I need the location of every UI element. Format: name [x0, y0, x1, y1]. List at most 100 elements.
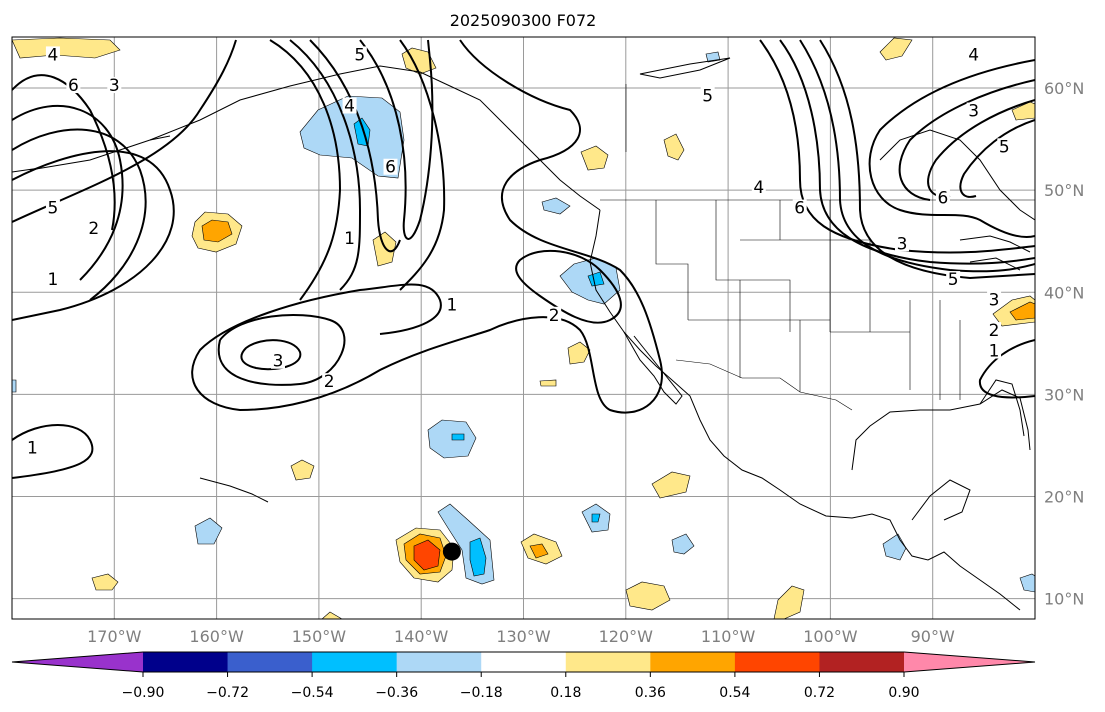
positive-anomaly-patch: [12, 37, 121, 59]
contour-label-bg: [547, 306, 562, 323]
contour-label-bg: [935, 189, 950, 206]
negative-anomaly-patch: [12, 379, 17, 393]
contour-label-bg: [792, 199, 807, 216]
anomaly-shading: [12, 37, 1035, 619]
positive-anomaly-patch: [201, 219, 233, 243]
contour-label: 5: [999, 137, 1010, 157]
lat-tick-label: 10°N: [1044, 590, 1084, 609]
lon-tick-label: 170°W: [87, 627, 142, 646]
hudson-bay: [879, 129, 1035, 221]
colorbar-tick-label: 0.90: [888, 685, 919, 701]
contour-label: 6: [938, 188, 949, 208]
us-state-lines: [655, 200, 961, 400]
lon-tick-label: 100°W: [803, 627, 858, 646]
storm-center-marker: [442, 542, 461, 561]
contour-label-bg: [352, 46, 367, 63]
contour-label: 4: [48, 45, 59, 65]
contour-label: 6: [794, 199, 805, 219]
contour-label-bg: [987, 322, 1002, 339]
contour-line: [12, 150, 175, 321]
lat-tick-label: 60°N: [1044, 79, 1084, 98]
colorbar-tick-label: −0.36: [375, 685, 418, 701]
lon-tick-label: 140°W: [394, 627, 449, 646]
contour-label: 1: [27, 439, 38, 459]
contour-label-bg: [45, 199, 60, 216]
baja-california: [623, 331, 683, 405]
negative-anomaly-patch: [671, 533, 695, 555]
contour-label: 3: [109, 76, 120, 96]
contour-label: 3: [273, 352, 284, 372]
contour-label-bg: [66, 77, 81, 94]
lat-tick-label: 20°N: [1044, 487, 1084, 506]
contour-line: [12, 104, 124, 281]
alaska-coast: [639, 57, 731, 79]
us-mexico-border: [675, 359, 853, 411]
positive-anomaly-patch: [529, 543, 549, 559]
lon-tick-label: 110°W: [701, 627, 756, 646]
contour-label: 4: [344, 96, 355, 116]
colorbar-tick-label: −0.90: [122, 685, 165, 701]
positive-anomaly-patch: [1009, 301, 1035, 321]
contour-label-bg: [997, 138, 1012, 155]
latitude-tick-labels: 60°N 50°N 40°N 30°N 20°N 10°N: [1044, 79, 1084, 609]
contour-line: [12, 128, 147, 301]
contour-label-bg: [270, 352, 285, 369]
positive-anomaly-patch: [879, 37, 913, 61]
colorbar-cell: [396, 652, 482, 672]
contour-label-bg: [342, 230, 357, 247]
positive-anomaly-patch: [91, 573, 119, 591]
colorbar-extend-min: [12, 652, 143, 672]
contour-label-bg: [383, 158, 398, 175]
contour-label: 4: [968, 45, 979, 65]
lon-tick-label: 130°W: [496, 627, 551, 646]
contour-label: 5: [948, 270, 959, 290]
positive-anomaly-patch: [321, 611, 343, 619]
positive-anomaly-patch: [773, 585, 805, 619]
contour-line: [759, 39, 1035, 254]
colorbar-tick-label: 0.54: [719, 685, 750, 701]
contour-label: 3: [968, 102, 979, 122]
contour-label: 2: [88, 219, 99, 239]
north-america-coast: [589, 209, 1021, 611]
contour-line: [12, 39, 237, 223]
figure-title: 2025090300 F072: [450, 11, 597, 30]
colorbar-extend-max: [904, 652, 1035, 672]
negative-anomaly-patch: [591, 513, 601, 523]
positive-anomaly-patch: [567, 341, 591, 365]
negative-anomaly-patch: [194, 517, 223, 545]
colorbar: −0.90 −0.72 −0.54 −0.36 −0.18 0.18 0.36 0.54 0.7…: [11, 651, 1036, 701]
contour-label-bg: [966, 46, 981, 63]
colorbar-tick-label: 0.36: [635, 685, 666, 701]
lon-tick-label: 120°W: [599, 627, 654, 646]
contour-label-bg: [987, 291, 1002, 308]
negative-anomaly-patch: [1019, 573, 1035, 593]
contour-line: [799, 39, 1035, 273]
contour-label-bg: [700, 87, 715, 104]
colorbar-cell: [650, 652, 736, 672]
contour-label: 1: [446, 296, 457, 316]
political-borders: [600, 84, 1035, 411]
contour-line: [217, 313, 346, 386]
contour-label: 6: [68, 76, 79, 96]
contour-label: 5: [354, 45, 365, 65]
contour-line: [399, 39, 446, 291]
contour-label-bg: [946, 271, 961, 288]
contour-line: [868, 59, 1035, 238]
contour-line: [959, 119, 1035, 198]
contour-label-bg: [342, 97, 357, 114]
positive-anomaly-patch: [413, 539, 441, 571]
colorbar-tick-label: 0.72: [804, 685, 835, 701]
contour-label-bg: [45, 271, 60, 288]
lat-tick-label: 50°N: [1044, 181, 1084, 200]
contour-label: 2: [324, 372, 335, 392]
contour-label-bg: [987, 342, 1002, 359]
positive-anomaly-patch: [651, 471, 691, 499]
positive-anomaly-patch: [625, 581, 671, 611]
lat-tick-label: 40°N: [1044, 283, 1084, 302]
contour-label-bg: [107, 77, 122, 94]
contour-label-bg: [444, 296, 459, 313]
florida: [979, 379, 1025, 437]
colorbar-cell: [565, 652, 651, 672]
contour-line: [779, 39, 1035, 265]
